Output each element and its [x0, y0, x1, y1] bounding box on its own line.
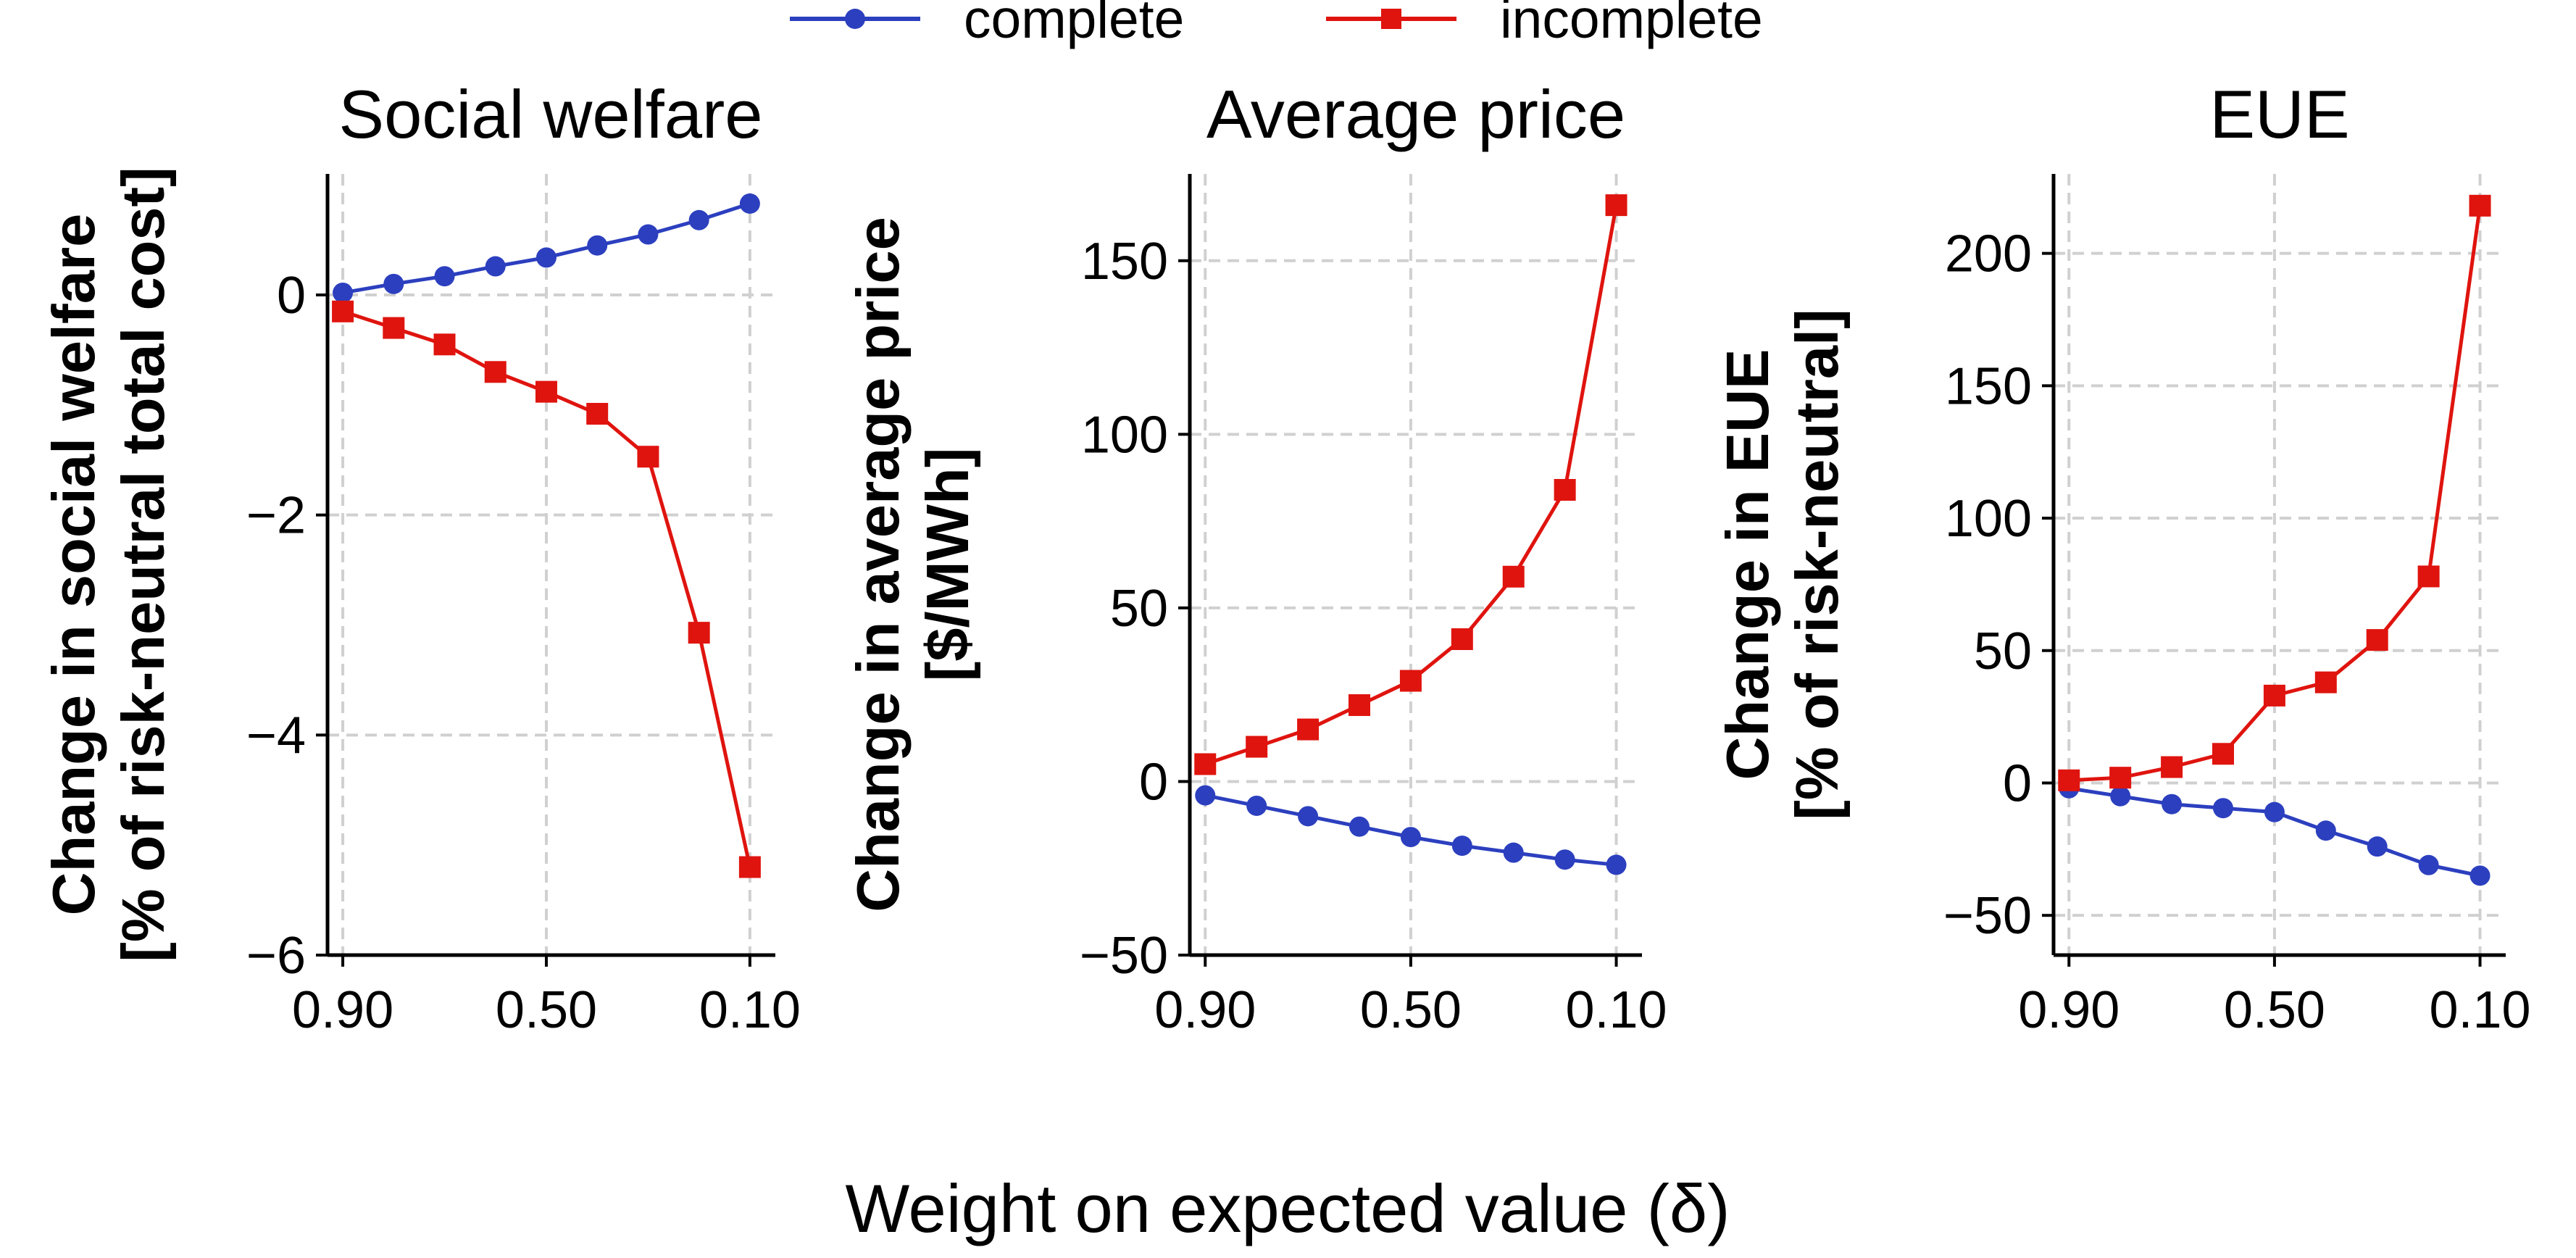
- panel-title: Social welfare: [338, 76, 762, 152]
- data-point-complete: [2315, 820, 2336, 841]
- data-point-complete: [739, 193, 760, 214]
- legend-label-complete: complete: [964, 0, 1184, 49]
- data-point-incomplete: [2161, 756, 2183, 778]
- x-tick-label: 0.10: [1565, 981, 1667, 1039]
- data-point-incomplete: [2469, 194, 2491, 217]
- panel-title: Average price: [1206, 76, 1625, 152]
- x-tick-label: 0.50: [1360, 981, 1462, 1039]
- y-axis-label-line2: [% of risk-neutral]: [1783, 309, 1851, 820]
- data-point-incomplete: [2366, 629, 2388, 651]
- data-point-complete: [333, 282, 354, 303]
- data-point-complete: [434, 266, 455, 287]
- data-point-complete: [383, 273, 404, 294]
- data-point-complete: [2213, 798, 2233, 819]
- data-point-incomplete: [738, 856, 761, 878]
- y-axis-label-line2: [$/MWh]: [914, 448, 981, 682]
- legend-marker-complete: [845, 9, 865, 29]
- data-point-complete: [1554, 849, 1575, 870]
- data-point-incomplete: [2263, 684, 2285, 707]
- data-point-incomplete: [586, 402, 609, 425]
- y-tick-label: 100: [1081, 406, 1168, 464]
- data-point-complete: [1246, 795, 1267, 816]
- y-axis-label-line2: [% of risk-neutral total cost]: [109, 167, 177, 962]
- data-point-complete: [1298, 806, 1319, 827]
- data-point-incomplete: [2212, 743, 2234, 765]
- data-point-incomplete: [383, 317, 405, 339]
- y-tick-label: 50: [1110, 580, 1168, 638]
- data-point-incomplete: [1194, 753, 1217, 775]
- data-point-complete: [1503, 842, 1524, 863]
- data-point-incomplete: [2417, 565, 2440, 588]
- data-point-incomplete: [433, 333, 456, 356]
- y-tick-label: 0: [1139, 753, 1168, 811]
- data-point-complete: [587, 235, 608, 256]
- y-tick-label: −6: [246, 927, 306, 985]
- data-point-incomplete: [332, 300, 354, 322]
- data-point-complete: [535, 247, 557, 268]
- data-point-complete: [2418, 854, 2439, 875]
- data-point-complete: [1400, 827, 1421, 848]
- legend: complete incomplete: [790, 0, 1763, 49]
- data-point-incomplete: [2058, 769, 2080, 791]
- data-point-complete: [1349, 816, 1370, 837]
- y-tick-label: −4: [246, 707, 306, 765]
- y-tick-label: −50: [1080, 927, 1168, 985]
- data-point-incomplete: [1297, 718, 1320, 741]
- panel-social-welfare: 0.90 0.50 0.10 0 −2 −4 −6 Social welfare Change …: [40, 76, 801, 1039]
- y-tick-label: 100: [1945, 490, 2032, 548]
- data-point-incomplete: [1399, 670, 1422, 692]
- y-axis-label-line1: Change in EUE: [1714, 349, 1781, 780]
- data-point-incomplete: [484, 361, 507, 383]
- data-point-complete: [638, 224, 659, 245]
- panel-eue: 0.90 0.50 0.10 200 150 100 50 0 −50 EUE Change in …: [1714, 76, 2531, 1039]
- x-tick-label: 0.50: [2224, 981, 2325, 1039]
- data-point-complete: [1451, 836, 1472, 857]
- y-tick-label: −2: [246, 487, 306, 545]
- x-axis-label: Weight on expected value (δ): [845, 1170, 1730, 1246]
- data-point-complete: [2469, 865, 2490, 886]
- data-point-complete: [485, 256, 506, 277]
- data-point-complete: [1606, 854, 1627, 875]
- x-tick-label: 0.90: [292, 981, 393, 1039]
- data-point-complete: [2367, 836, 2388, 857]
- y-axis-label-line1: Change in social welfare: [40, 214, 107, 916]
- panel-title: EUE: [2209, 76, 2349, 152]
- data-point-incomplete: [1605, 194, 1627, 217]
- data-point-incomplete: [1246, 736, 1268, 758]
- data-point-complete: [2162, 793, 2183, 815]
- data-point-incomplete: [2109, 767, 2132, 789]
- data-point-incomplete: [1502, 565, 1525, 588]
- data-point-complete: [2110, 786, 2131, 807]
- legend-label-incomplete: incomplete: [1500, 0, 1763, 49]
- data-point-incomplete: [1349, 694, 1370, 717]
- data-point-incomplete: [1451, 628, 1473, 651]
- y-axis-label-line1: Change in average price: [844, 217, 912, 912]
- x-tick-label: 0.10: [2429, 981, 2530, 1039]
- y-tick-label: 200: [1945, 225, 2032, 283]
- y-tick-label: 50: [1974, 622, 2032, 680]
- x-tick-label: 0.50: [496, 981, 597, 1039]
- data-point-complete: [688, 209, 709, 230]
- y-tick-label: 150: [1081, 233, 1168, 291]
- panel-average-price: 0.90 0.50 0.10 150 100 50 0 −50 Average price Cha…: [844, 76, 1667, 1039]
- data-point-incomplete: [535, 380, 557, 403]
- y-tick-label: 150: [1945, 357, 2032, 415]
- y-tick-label: −50: [1943, 887, 2032, 945]
- data-point-incomplete: [688, 622, 710, 644]
- data-point-complete: [2264, 801, 2285, 822]
- legend-marker-incomplete: [1381, 9, 1401, 29]
- x-tick-label: 0.10: [699, 981, 801, 1039]
- y-tick-label: 0: [2003, 754, 2032, 812]
- x-tick-label: 0.90: [1154, 981, 1256, 1039]
- data-point-incomplete: [637, 446, 659, 468]
- data-point-incomplete: [1554, 478, 1576, 501]
- data-point-complete: [1195, 785, 1216, 806]
- y-tick-label: 0: [277, 267, 306, 325]
- data-point-incomplete: [2314, 671, 2337, 693]
- x-tick-label: 0.90: [2018, 981, 2119, 1039]
